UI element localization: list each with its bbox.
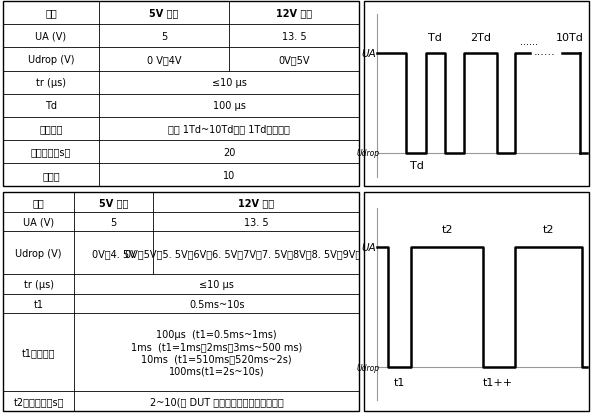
Text: 5: 5 <box>110 217 117 227</box>
Bar <box>363 2 589 187</box>
Text: Td: Td <box>45 101 57 111</box>
Text: 脉冲数: 脉冲数 <box>42 170 60 180</box>
Text: 13. 5: 13. 5 <box>282 32 307 42</box>
Text: 0 V、4V: 0 V、4V <box>147 55 181 65</box>
Text: 5: 5 <box>161 32 168 42</box>
Text: 10: 10 <box>223 170 235 180</box>
Text: 20: 20 <box>223 147 236 157</box>
Text: 0V、4. 5V: 0V、4. 5V <box>92 248 135 258</box>
Text: 0V、5V: 0V、5V <box>278 55 310 65</box>
Text: 脉冲间隔（s）: 脉冲间隔（s） <box>31 147 71 157</box>
Text: tr (μs): tr (μs) <box>36 78 66 88</box>
Text: t1: t1 <box>394 377 406 387</box>
Text: 通电 1Td~10Td间隔 1Td电压跃落: 通电 1Td~10Td间隔 1Td电压跃落 <box>168 124 290 134</box>
Text: 参数: 参数 <box>45 9 57 19</box>
Text: t1: t1 <box>34 299 44 309</box>
Text: 0.5ms~10s: 0.5ms~10s <box>189 299 244 309</box>
Text: UA (V): UA (V) <box>36 32 67 42</box>
Text: 0V、5V、5. 5V、6V、6. 5V、7V、7. 5V、8V、8. 5V、9V、9. 5V: 0V、5V、5. 5V、6V、6. 5V、7V、7. 5V、8V、8. 5V、9… <box>125 248 387 258</box>
Text: 参数: 参数 <box>33 198 44 208</box>
Text: 5V 系统: 5V 系统 <box>149 9 179 19</box>
Text: 5V 系统: 5V 系统 <box>99 198 128 208</box>
Text: 100μs  (t1=0.5ms~1ms)
1ms  (t1=1ms、2ms、3ms~500 ms)
10ms  (t1=510ms、520ms~2s)
100: 100μs (t1=0.5ms~1ms) 1ms (t1=1ms、2ms、3ms… <box>131 329 303 376</box>
Text: UA: UA <box>362 242 377 252</box>
Text: Td: Td <box>410 160 423 171</box>
Text: ≤10 μs: ≤10 μs <box>212 78 247 88</box>
Text: tr (μs): tr (μs) <box>24 280 54 290</box>
Text: 12V 系统: 12V 系统 <box>238 198 274 208</box>
Text: 100 μs: 100 μs <box>213 101 246 111</box>
Text: Udrop (V): Udrop (V) <box>28 55 75 65</box>
Text: 12V 系统: 12V 系统 <box>276 9 312 19</box>
Text: t2: t2 <box>441 224 453 234</box>
Text: UA (V): UA (V) <box>23 217 54 227</box>
Text: 2~10(视 DUT 启动时间长短可延长或缩短: 2~10(视 DUT 启动时间长短可延长或缩短 <box>150 396 284 406</box>
Text: 2Td: 2Td <box>469 33 491 43</box>
Text: t1每次增加: t1每次增加 <box>22 348 55 358</box>
Text: ......: ...... <box>534 47 555 57</box>
Text: t2脉冲间隔（s）: t2脉冲间隔（s） <box>14 396 64 406</box>
Text: Udrop: Udrop <box>356 149 379 158</box>
Text: t2: t2 <box>543 224 554 234</box>
Text: UA: UA <box>362 49 377 59</box>
Text: ≤10 μs: ≤10 μs <box>200 280 234 290</box>
Text: t1++: t1++ <box>482 377 513 387</box>
Text: 13. 5: 13. 5 <box>243 217 268 227</box>
Text: Udrop (V): Udrop (V) <box>15 248 62 258</box>
Text: 脉冲序列: 脉冲序列 <box>39 124 63 134</box>
Text: Td: Td <box>428 33 442 43</box>
Text: Udrop: Udrop <box>356 363 379 372</box>
Text: ......: ...... <box>520 37 538 47</box>
Bar <box>363 193 589 411</box>
Text: 10Td: 10Td <box>556 33 584 43</box>
